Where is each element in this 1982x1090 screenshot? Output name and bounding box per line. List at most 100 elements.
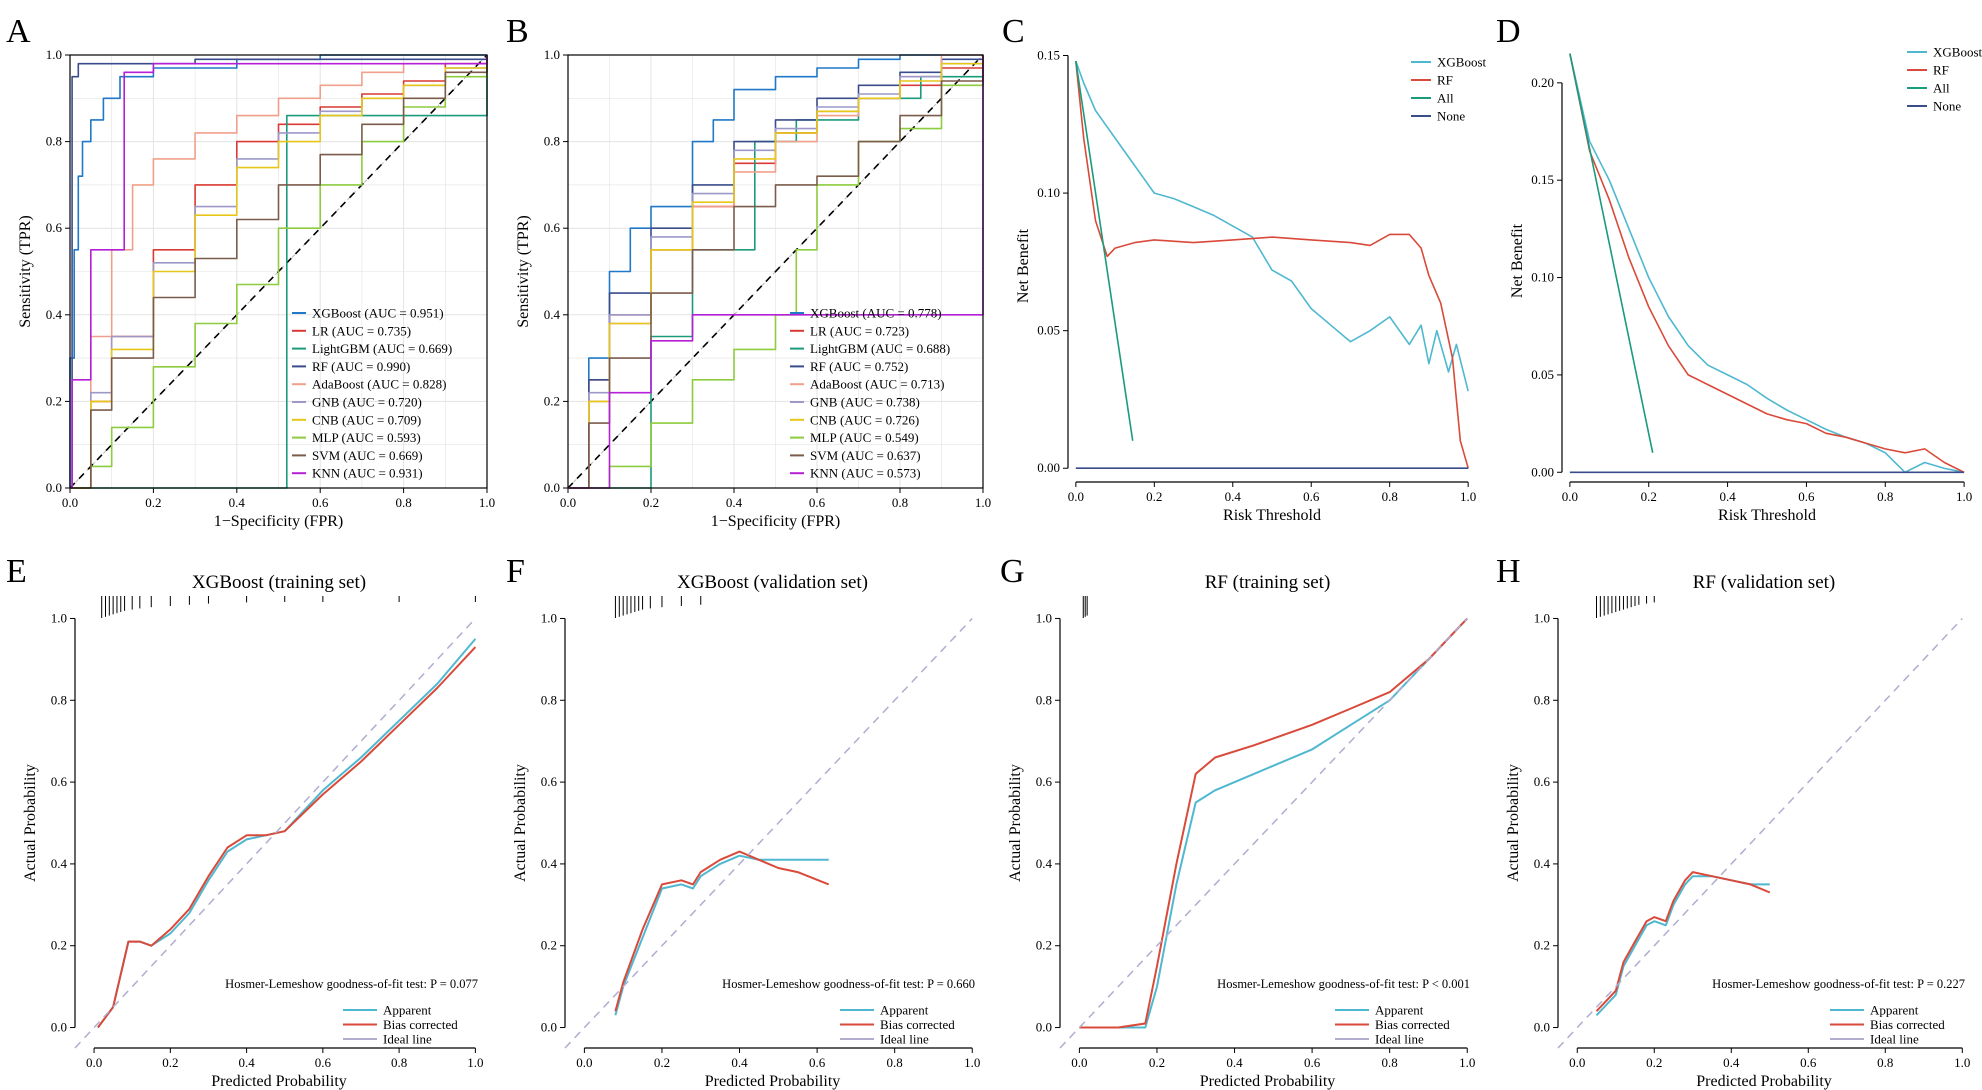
y-tick-label: 0.20 xyxy=(1531,75,1554,90)
x-tick-label: 0.0 xyxy=(1562,489,1578,504)
panel-letter: H xyxy=(1496,553,1521,590)
series-line-knn xyxy=(70,55,488,489)
series-line-rf xyxy=(70,55,488,489)
legend-label: RF xyxy=(1933,63,1949,78)
panel-letter: F xyxy=(506,553,525,590)
y-tick-label: 0.6 xyxy=(46,220,63,235)
panel-d: D 0.0 0.2 0.4 0.6 0.8 1.0 0.00 0.05 0.10 0.15 0.20 R… xyxy=(1496,13,1982,524)
y-tick-label: 0.8 xyxy=(541,692,557,707)
series-line-ideal xyxy=(1059,617,1468,1049)
series-line-apparent xyxy=(1595,875,1770,1016)
legend: XGBoost RF All None xyxy=(1411,55,1487,124)
y-tick-label: 0.8 xyxy=(1036,692,1052,707)
series-line-rf xyxy=(1075,60,1469,469)
y-tick-label: 0.15 xyxy=(1531,172,1554,187)
legend-label: MLP (AUC = 0.593) xyxy=(312,430,421,445)
chart-title: RF (training set) xyxy=(1205,572,1331,593)
x-tick-label: 1.0 xyxy=(964,1055,980,1070)
x-tick-label: 0.8 xyxy=(391,1055,407,1070)
y-tick-label: 0.0 xyxy=(51,1020,67,1035)
x-tick-label: 1.0 xyxy=(1954,1055,1970,1070)
hosmer-lemeshow-note: Hosmer-Lemeshow goodness-of-fit test: P … xyxy=(722,977,975,991)
panel-h: H RF (validation set) 0.0 0.2 0.4 0.6 0.8 1.0 0.… xyxy=(1496,553,1970,1090)
y-axis-label: Actual Probability xyxy=(22,764,39,882)
y-tick-label: 0.10 xyxy=(1531,270,1554,285)
y-axis-label: Sensitivity (TPR) xyxy=(17,215,34,327)
x-tick-label: 0.8 xyxy=(395,495,411,510)
chart-title: RF (validation set) xyxy=(1693,572,1835,593)
y-tick-label: 0.2 xyxy=(1534,938,1550,953)
x-tick-label: 1.0 xyxy=(467,1055,483,1070)
legend-label: KNN (AUC = 0.573) xyxy=(810,466,921,481)
legend-label: LightGBM (AUC = 0.688) xyxy=(810,341,950,356)
x-tick-label: 0.4 xyxy=(238,1055,255,1070)
panel-c: C 0.0 0.2 0.4 0.6 0.8 1.0 0.00 0.05 0.10 0.15 Risk … xyxy=(1002,13,1487,524)
y-tick-label: 0.05 xyxy=(1531,367,1554,382)
legend-label: XGBoost xyxy=(1437,55,1487,70)
x-tick-label: 0.8 xyxy=(1382,489,1398,504)
x-tick-label: 0.2 xyxy=(1149,1055,1165,1070)
y-tick-label: 0.8 xyxy=(1534,692,1550,707)
series-line-svm xyxy=(70,55,488,489)
legend-label: CNB (AUC = 0.709) xyxy=(312,412,421,427)
y-tick-label: 0.8 xyxy=(46,134,62,149)
legend-label: GNB (AUC = 0.720) xyxy=(312,395,422,410)
series-line-bias xyxy=(1595,871,1771,1012)
y-tick-label: 0.6 xyxy=(541,774,558,789)
y-tick-label: 0.10 xyxy=(1037,185,1060,200)
series-line-ideal xyxy=(1557,617,1963,1049)
y-tick-label: 0.2 xyxy=(544,393,560,408)
x-axis-label: Risk Threshold xyxy=(1718,507,1816,524)
x-tick-label: 0.0 xyxy=(86,1055,102,1070)
chart-title: XGBoost (validation set) xyxy=(677,572,868,593)
x-tick-label: 0.2 xyxy=(1146,489,1162,504)
hosmer-lemeshow-note: Hosmer-Lemeshow goodness-of-fit test: P … xyxy=(1712,977,1965,991)
hosmer-lemeshow-note: Hosmer-Lemeshow goodness-of-fit test: P … xyxy=(1217,977,1470,991)
legend-label: Bias corrected xyxy=(880,1017,955,1032)
legend-label: RF (AUC = 0.990) xyxy=(312,359,410,374)
x-tick-label: 0.6 xyxy=(809,1055,826,1070)
y-tick-label: 0.2 xyxy=(1036,938,1052,953)
legend-label: XGBoost (AUC = 0.951) xyxy=(312,306,444,321)
x-tick-label: 0.0 xyxy=(560,495,576,510)
y-tick-label: 0.0 xyxy=(46,480,62,495)
legend-label: KNN (AUC = 0.931) xyxy=(312,466,423,481)
series-line-cnb xyxy=(568,55,984,489)
y-tick-label: 0.4 xyxy=(46,307,63,322)
legend-label: Ideal line xyxy=(383,1032,432,1047)
y-tick-label: 0.8 xyxy=(51,692,67,707)
series-line-svm xyxy=(568,55,984,489)
x-tick-label: 0.6 xyxy=(1304,1055,1321,1070)
legend-label: Ideal line xyxy=(880,1032,929,1047)
x-tick-label: 1.0 xyxy=(1459,1055,1475,1070)
x-tick-label: 0.4 xyxy=(229,495,246,510)
x-tick-label: 0.4 xyxy=(1719,489,1736,504)
panel-letter: E xyxy=(6,553,27,590)
legend-label: Bias corrected xyxy=(383,1017,458,1032)
legend-label: All xyxy=(1437,91,1454,106)
x-tick-label: 0.2 xyxy=(1641,489,1657,504)
legend-label: XGBoost (AUC = 0.778) xyxy=(810,306,942,321)
y-tick-label: 0.0 xyxy=(544,480,560,495)
hosmer-lemeshow-note: Hosmer-Lemeshow goodness-of-fit test: P … xyxy=(225,977,478,991)
x-tick-label: 0.0 xyxy=(1068,489,1084,504)
series-line-bias xyxy=(1079,617,1468,1029)
legend-label: LightGBM (AUC = 0.669) xyxy=(312,341,452,356)
panel-b: B 0.0 0.2 0.4 0.6 0.8 1.0 0.0 0.2 0.4 0.6 0.8 1.0 1−S… xyxy=(506,13,991,530)
x-tick-label: 0.0 xyxy=(1071,1055,1087,1070)
y-axis-label: Actual Probability xyxy=(512,764,529,882)
legend-label: Bias corrected xyxy=(1375,1017,1450,1032)
y-tick-label: 0.6 xyxy=(51,774,68,789)
y-tick-label: 0.15 xyxy=(1037,48,1060,63)
series-line-ideal xyxy=(564,617,973,1049)
x-tick-label: 0.0 xyxy=(62,495,78,510)
reference-line-black xyxy=(567,54,984,489)
series-line-bias xyxy=(614,850,830,1012)
legend-label: LR (AUC = 0.735) xyxy=(312,323,411,338)
x-tick-label: 0.6 xyxy=(312,495,329,510)
x-tick-label: 0.6 xyxy=(809,495,826,510)
panel-a: A 0.0 0.2 0.4 0.6 0.8 1.0 0.0 0.2 0.4 0.6 0.8 1.0 1−S… xyxy=(6,13,495,530)
